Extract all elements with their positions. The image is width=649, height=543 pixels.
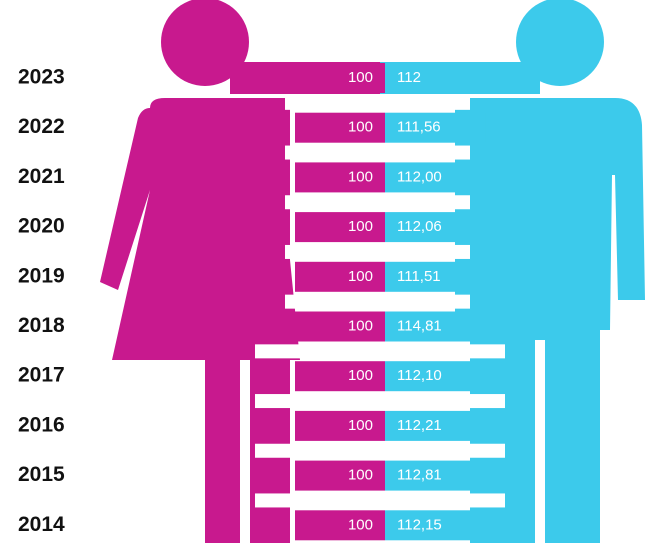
women-value: 100 — [348, 367, 373, 384]
infographic: 2023 100 112 2022 100 111,56 2021 100 112,00 2020… — [0, 0, 649, 543]
separator — [285, 146, 470, 160]
women-value: 100 — [348, 317, 373, 334]
women-value: 100 — [348, 417, 373, 434]
men-value: 114,81 — [397, 317, 442, 334]
year-label: 2015 — [18, 463, 65, 486]
year-label: 2016 — [18, 413, 65, 436]
men-value: 112,81 — [397, 467, 442, 484]
men-value: 112,10 — [397, 367, 442, 384]
women-value: 100 — [348, 69, 373, 86]
separator — [285, 195, 470, 209]
men-value: 112 — [397, 69, 421, 86]
women-value: 100 — [348, 218, 373, 235]
men-value: 111,56 — [397, 119, 441, 136]
year-label: 2020 — [18, 215, 65, 238]
separator — [255, 394, 505, 408]
separator — [255, 344, 505, 358]
year-label: 2023 — [18, 66, 65, 89]
separator — [285, 245, 470, 259]
men-value: 112,21 — [397, 417, 442, 434]
year-label: 2019 — [18, 264, 65, 287]
women-value: 100 — [348, 268, 373, 285]
year-label: 2018 — [18, 314, 65, 337]
separator — [285, 295, 470, 309]
women-value: 100 — [348, 168, 373, 185]
men-value: 112,15 — [397, 516, 442, 533]
separator — [285, 96, 470, 110]
men-value: 112,06 — [397, 218, 442, 235]
women-value: 100 — [348, 119, 373, 136]
men-value: 111,51 — [397, 268, 441, 285]
separator — [255, 493, 505, 507]
year-label: 2017 — [18, 364, 65, 387]
year-label: 2022 — [18, 115, 65, 138]
women-value: 100 — [348, 467, 373, 484]
year-label: 2014 — [18, 513, 65, 536]
separator — [255, 444, 505, 458]
row-separators — [255, 96, 505, 508]
women-value: 100 — [348, 516, 373, 533]
men-value: 112,00 — [397, 168, 442, 185]
year-label: 2021 — [18, 165, 65, 188]
